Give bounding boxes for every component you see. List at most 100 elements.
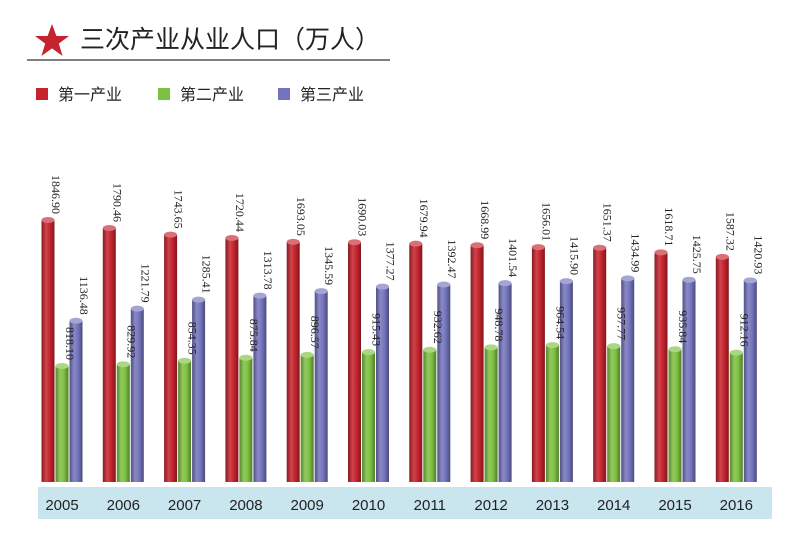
- bar-secondary: [484, 347, 498, 482]
- bar-primary: [102, 228, 116, 482]
- bar-cap-primary: [715, 253, 729, 260]
- data-label-secondary: 896.57: [308, 316, 322, 349]
- bar-cap-secondary: [178, 357, 192, 364]
- x-tick-label: 2008: [229, 497, 262, 514]
- legend-label-tertiary: 第三产业: [300, 85, 364, 104]
- bar-primary: [531, 247, 545, 482]
- bar-cap-secondary: [55, 362, 69, 369]
- bar-primary: [409, 243, 423, 482]
- bar-primary: [225, 237, 239, 482]
- bar-cap-primary: [409, 240, 423, 247]
- bar-cap-primary: [164, 231, 178, 238]
- data-label-tertiary: 1425.75: [690, 235, 704, 274]
- bar-tertiary: [376, 286, 389, 482]
- bar-secondary: [423, 349, 437, 482]
- legend-swatch-primary: [36, 88, 48, 100]
- data-label-tertiary: 1377.27: [384, 242, 398, 281]
- bar-tertiary: [498, 283, 512, 482]
- bar-cap-primary: [102, 225, 116, 232]
- bar-cap-secondary: [362, 349, 375, 356]
- data-label-secondary: 818.10: [63, 327, 77, 360]
- bar-tertiary: [559, 281, 573, 482]
- x-tick-label: 2015: [658, 497, 691, 514]
- bar-primary: [715, 256, 729, 482]
- data-label-primary: 1693.05: [294, 197, 308, 236]
- x-tick-label: 2012: [474, 497, 507, 514]
- bar-primary: [593, 247, 607, 482]
- data-label-primary: 1656.01: [539, 202, 553, 241]
- x-tick-label: 2007: [168, 497, 201, 514]
- data-label-tertiary: 1285.41: [200, 255, 214, 294]
- bar-cap-tertiary: [314, 288, 328, 295]
- bar-cap-tertiary: [253, 292, 267, 299]
- bar-cap-secondary: [484, 344, 498, 351]
- bar-cap-primary: [286, 238, 300, 245]
- bars: [41, 217, 757, 482]
- data-label-secondary: 964.54: [553, 306, 567, 339]
- bar-cap-primary: [41, 217, 55, 223]
- bar-cap-secondary: [545, 342, 559, 349]
- legend-swatch-secondary: [158, 88, 170, 100]
- bar-primary: [348, 242, 361, 482]
- bar-tertiary: [130, 308, 144, 482]
- legend: 第一产业 第二产业 第三产业: [36, 85, 364, 104]
- x-tick-label: 2016: [720, 497, 753, 514]
- x-tick-label: 2010: [352, 497, 385, 514]
- bar-cap-secondary: [116, 361, 130, 368]
- bar-cap-tertiary: [69, 317, 83, 324]
- data-label-tertiary: 1313.78: [261, 251, 275, 290]
- data-label-tertiary: 1415.90: [567, 236, 581, 275]
- data-label-primary: 1790.46: [110, 183, 124, 222]
- bar-secondary: [668, 349, 682, 482]
- legend-label-primary: 第一产业: [58, 85, 122, 104]
- bar-secondary: [607, 346, 621, 482]
- data-label-primary: 1743.65: [172, 190, 186, 229]
- bar-cap-secondary: [668, 346, 682, 353]
- x-axis-band: [38, 487, 772, 519]
- x-axis-ticks: 2005 2006 2007 2008 2009 2010 2011 2012 2013 2014…: [45, 497, 753, 514]
- bar-primary: [41, 220, 55, 482]
- bar-secondary: [55, 365, 69, 482]
- bar-tertiary: [192, 299, 206, 482]
- bar-cap-tertiary: [376, 283, 389, 290]
- data-label-secondary: 829.92: [124, 325, 138, 358]
- bar-secondary: [362, 352, 375, 482]
- data-label-primary: 1679.94: [417, 199, 431, 238]
- bar-secondary: [729, 352, 743, 482]
- bar-tertiary: [314, 291, 328, 482]
- data-label-tertiary: 1392.47: [445, 239, 459, 278]
- bar-cap-secondary: [423, 346, 437, 353]
- bar-cap-secondary: [607, 343, 621, 350]
- data-label-tertiary: 1136.48: [77, 276, 91, 315]
- bar-cap-primary: [470, 242, 484, 249]
- data-label-secondary: 875.84: [247, 319, 261, 352]
- bar-cap-primary: [225, 234, 239, 241]
- bar-tertiary: [743, 280, 757, 482]
- bar-cap-primary: [593, 244, 607, 251]
- x-tick-label: 2013: [536, 497, 569, 514]
- data-label-tertiary: 1345.59: [322, 246, 336, 285]
- legend-swatch-tertiary: [278, 88, 290, 100]
- data-label-tertiary: 1434.99: [629, 233, 643, 272]
- data-label-secondary: 948.78: [492, 308, 506, 341]
- legend-label-secondary: 第二产业: [180, 85, 244, 104]
- bar-cap-secondary: [239, 354, 253, 361]
- bar-secondary: [178, 360, 192, 482]
- data-label-primary: 1668.99: [478, 200, 492, 239]
- bar-cap-secondary: [729, 349, 743, 356]
- data-label-tertiary: 1401.54: [506, 238, 520, 277]
- chart-title: 三次产业从业人口（万人）: [80, 25, 380, 54]
- bar-cap-primary: [348, 239, 361, 246]
- x-tick-label: 2014: [597, 497, 630, 514]
- bar-cap-tertiary: [743, 277, 757, 284]
- bar-cap-tertiary: [130, 305, 144, 312]
- bar-tertiary: [682, 279, 696, 482]
- bar-cap-primary: [654, 249, 668, 256]
- bar-cap-tertiary: [682, 276, 696, 283]
- chart-header: 三次产业从业人口（万人）: [27, 24, 390, 61]
- bar-primary: [164, 234, 178, 482]
- bar-tertiary: [621, 278, 635, 482]
- x-tick-label: 2006: [107, 497, 140, 514]
- data-label-primary: 1587.32: [723, 212, 737, 251]
